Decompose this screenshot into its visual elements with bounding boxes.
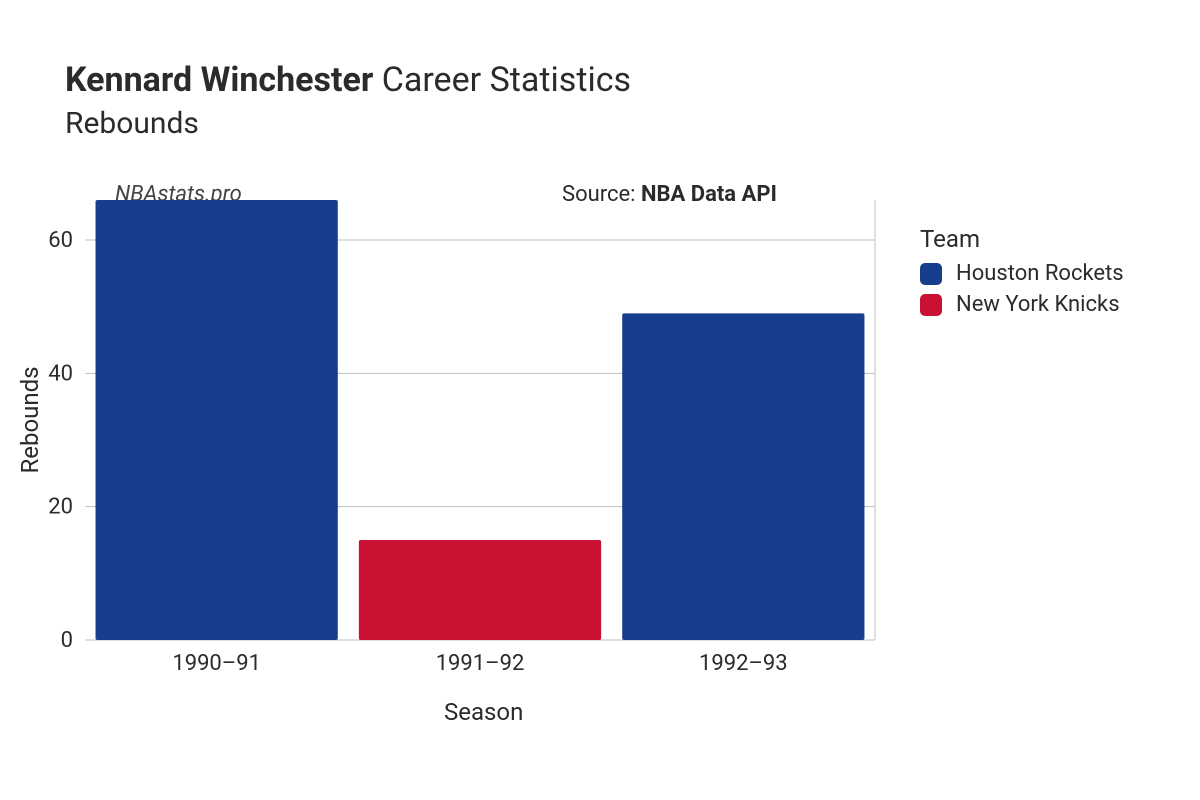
- title-block: Kennard Winchester Career Statistics Reb…: [65, 60, 631, 141]
- x-tick-label: 1990–91: [172, 651, 261, 676]
- chart-title: Kennard Winchester Career Statistics: [65, 60, 631, 100]
- bar: [96, 200, 338, 640]
- chart-container: Kennard Winchester Career Statistics Reb…: [0, 0, 1200, 800]
- y-tick-label: 40: [48, 361, 73, 386]
- y-axis-label: Rebounds: [16, 366, 44, 473]
- bar: [359, 540, 601, 640]
- title-bold: Kennard Winchester: [65, 60, 373, 100]
- x-axis-label: Season: [444, 698, 523, 726]
- bar-chart: 0 20 40 60 1990–91 1991–92 1992–93: [25, 190, 885, 690]
- x-tick-label: 1992–93: [699, 651, 788, 676]
- legend-swatch: [920, 294, 942, 316]
- chart-subtitle: Rebounds: [65, 106, 631, 141]
- title-rest: Career Statistics: [373, 60, 631, 100]
- legend-item: New York Knicks: [920, 292, 1124, 317]
- legend-swatch: [920, 263, 942, 285]
- legend-title: Team: [920, 225, 1124, 253]
- legend-label: New York Knicks: [956, 292, 1120, 317]
- y-tick-label: 20: [48, 495, 73, 520]
- legend-label: Houston Rockets: [956, 261, 1124, 286]
- legend: Team Houston Rockets New York Knicks: [920, 225, 1124, 323]
- y-tick-label: 0: [61, 628, 73, 653]
- y-tick-label: 60: [48, 228, 73, 253]
- legend-item: Houston Rockets: [920, 261, 1124, 286]
- x-tick-label: 1991–92: [436, 651, 525, 676]
- bar: [622, 313, 864, 640]
